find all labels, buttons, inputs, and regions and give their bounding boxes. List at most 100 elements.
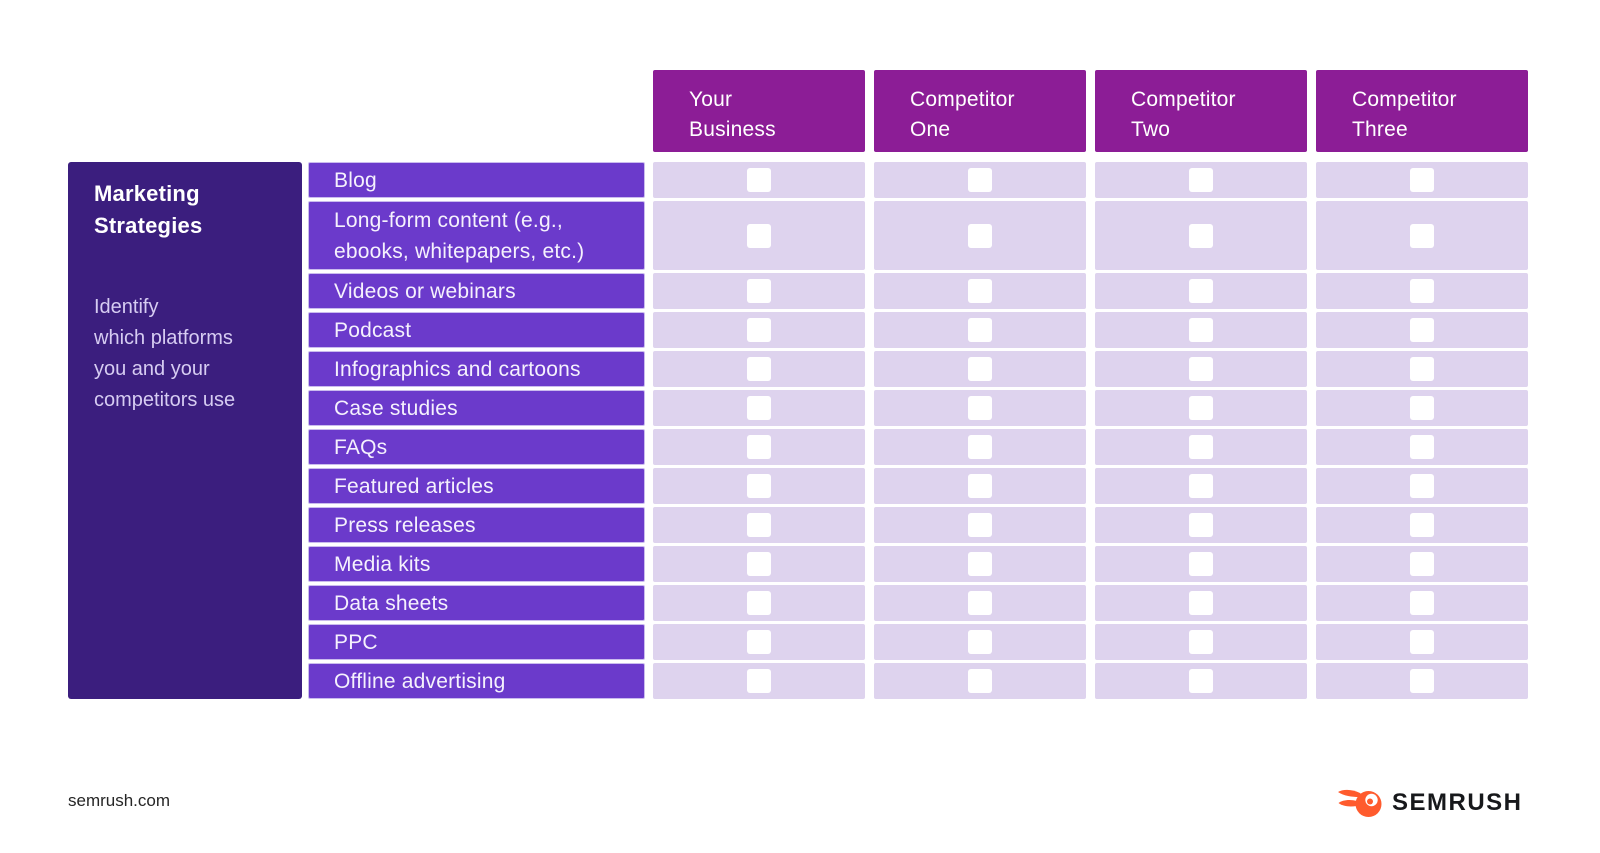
table-cell: [874, 312, 1086, 348]
table-cell: [874, 507, 1086, 543]
checkbox[interactable]: [968, 669, 992, 693]
checkbox[interactable]: [747, 223, 771, 248]
checkbox[interactable]: [1189, 669, 1213, 693]
table-cell: [874, 429, 1086, 465]
column-headers: Your Business Competitor One Competitor Tw…: [653, 70, 1528, 152]
checkbox[interactable]: [1410, 630, 1434, 654]
checkbox[interactable]: [747, 630, 771, 654]
checkbox[interactable]: [1410, 279, 1434, 303]
checkbox[interactable]: [747, 474, 771, 498]
checkbox[interactable]: [968, 168, 992, 192]
table-cell: [1095, 273, 1307, 309]
column-header-label: Competitor One: [910, 88, 1015, 141]
table-cell: [874, 390, 1086, 426]
table-cell: [1095, 546, 1307, 582]
sidebar-description: Identify which platforms you and your co…: [94, 296, 236, 411]
checkbox[interactable]: [747, 279, 771, 303]
checkbox[interactable]: [1410, 318, 1434, 342]
checkbox[interactable]: [968, 435, 992, 459]
column-header: Competitor Two: [1095, 70, 1307, 152]
table-cell: [1095, 585, 1307, 621]
table-cell: [874, 351, 1086, 387]
checkbox[interactable]: [968, 591, 992, 615]
table-cell: [1316, 273, 1528, 309]
checkbox[interactable]: [1189, 318, 1213, 342]
checkbox[interactable]: [968, 396, 992, 420]
column-header: Competitor One: [874, 70, 1086, 152]
column-header-label: Your Business: [689, 88, 776, 141]
table-cell: [874, 201, 1086, 270]
checkbox[interactable]: [968, 474, 992, 498]
checkbox[interactable]: [747, 318, 771, 342]
table-cell: [1095, 468, 1307, 504]
row-label-text: Offline advertising: [334, 669, 506, 693]
row-label: Infographics and cartoons: [308, 351, 645, 387]
row-label-text: Videos or webinars: [334, 279, 516, 303]
row-label-text: Infographics and cartoons: [334, 357, 581, 381]
row-label: Data sheets: [308, 585, 645, 621]
checkbox[interactable]: [1410, 474, 1434, 498]
table-cell: [653, 429, 865, 465]
checkbox[interactable]: [968, 223, 992, 248]
checkbox[interactable]: [747, 435, 771, 459]
checkbox[interactable]: [968, 513, 992, 537]
row-label-text: Blog: [334, 168, 377, 192]
table-cell: [653, 624, 865, 660]
checkbox[interactable]: [968, 630, 992, 654]
checkbox[interactable]: [747, 591, 771, 615]
checkbox[interactable]: [747, 168, 771, 192]
checkbox[interactable]: [1410, 357, 1434, 381]
checkbox[interactable]: [1189, 396, 1213, 420]
checkbox[interactable]: [968, 552, 992, 576]
checkbox[interactable]: [968, 279, 992, 303]
checkbox-column: [1316, 162, 1528, 699]
table-cell: [1095, 162, 1307, 198]
row-label: FAQs: [308, 429, 645, 465]
table-cell: [653, 468, 865, 504]
table-cell: [653, 663, 865, 699]
table-cell: [653, 162, 865, 198]
checkbox[interactable]: [1410, 669, 1434, 693]
checkbox[interactable]: [1189, 435, 1213, 459]
checkbox[interactable]: [747, 396, 771, 420]
checkbox[interactable]: [1410, 223, 1434, 248]
table-cell: [653, 390, 865, 426]
checkbox[interactable]: [1189, 552, 1213, 576]
table-cell: [1316, 390, 1528, 426]
checkbox[interactable]: [747, 357, 771, 381]
checkbox[interactable]: [1189, 223, 1213, 248]
table-cell: [1316, 162, 1528, 198]
checkbox[interactable]: [1189, 630, 1213, 654]
checkbox[interactable]: [1410, 435, 1434, 459]
table-cell: [1316, 468, 1528, 504]
checkbox[interactable]: [747, 669, 771, 693]
checkbox[interactable]: [1410, 552, 1434, 576]
checkbox[interactable]: [1189, 513, 1213, 537]
checkbox[interactable]: [968, 318, 992, 342]
checkbox[interactable]: [1410, 513, 1434, 537]
table-cell: [874, 162, 1086, 198]
table-cell: [1095, 624, 1307, 660]
table-cell: [1095, 390, 1307, 426]
row-label: Press releases: [308, 507, 645, 543]
checkbox[interactable]: [1410, 396, 1434, 420]
checkbox[interactable]: [1189, 279, 1213, 303]
checkbox-grid: [653, 162, 1528, 699]
checkbox[interactable]: [747, 513, 771, 537]
row-label: PPC: [308, 624, 645, 660]
semrush-flame-icon: [1338, 789, 1382, 817]
checkbox[interactable]: [1189, 591, 1213, 615]
sidebar-title: Marketing Strategies: [94, 181, 203, 238]
checkbox[interactable]: [1189, 474, 1213, 498]
checkbox[interactable]: [1410, 591, 1434, 615]
checkbox[interactable]: [1189, 168, 1213, 192]
table-cell: [874, 663, 1086, 699]
checkbox-column: [1095, 162, 1307, 699]
checkbox[interactable]: [968, 357, 992, 381]
checkbox[interactable]: [747, 552, 771, 576]
checkbox[interactable]: [1410, 168, 1434, 192]
row-label: Podcast: [308, 312, 645, 348]
checkbox[interactable]: [1189, 357, 1213, 381]
table-cell: [874, 273, 1086, 309]
column-header-label: Competitor Two: [1131, 88, 1236, 141]
